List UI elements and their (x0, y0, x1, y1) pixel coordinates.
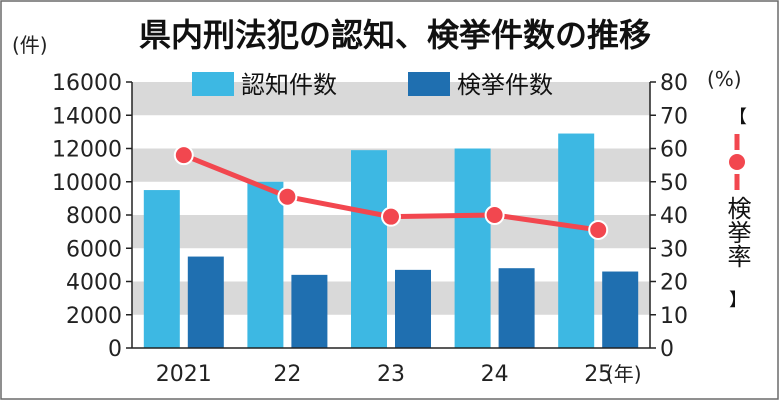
left-tick-label: 6000 (66, 237, 122, 262)
rate-bracket-bottom: 】 (729, 290, 747, 311)
right-tick-label: 80 (660, 71, 688, 96)
right-tick-label: 20 (660, 271, 688, 296)
rate-line-layer (173, 145, 609, 240)
legend-swatch-cleared (408, 72, 450, 96)
bar-recognized (454, 148, 491, 348)
rate-legend-label: 検挙率 (723, 196, 751, 268)
legend: 認知件数 検挙件数 (192, 71, 553, 99)
chart-title: 県内刑法犯の認知、検挙件数の推移 (139, 16, 651, 54)
left-tick-label: 2000 (66, 304, 122, 329)
rate-bracket-top: 【 (729, 107, 747, 128)
bar-cleared (291, 274, 328, 348)
bar-cleared (498, 268, 535, 348)
right-tick-label: 10 (660, 304, 688, 329)
legend-label-recognized: 認知件数 (241, 71, 337, 99)
rate-point (484, 205, 505, 225)
right-tick-label: 50 (660, 171, 688, 196)
left-tick-label: 8000 (66, 204, 122, 229)
rate-point (381, 206, 401, 227)
right-tick-label: 70 (660, 104, 688, 129)
left-tick-label: 16000 (52, 71, 122, 96)
x-axis-unit: (年) (606, 362, 642, 386)
rate-point (173, 145, 194, 166)
left-tick-label: 12000 (52, 138, 122, 163)
right-tick-label: 40 (660, 204, 688, 229)
right-axis-unit: (%) (707, 67, 742, 91)
x-tick-label: 22 (273, 362, 301, 387)
bar-recognized (143, 190, 180, 348)
rate-point (588, 219, 609, 240)
left-tick-label: 0 (108, 337, 122, 362)
left-tick-label: 14000 (52, 104, 122, 129)
left-tick-label: 4000 (66, 271, 122, 296)
x-tick-label: 25 (584, 362, 612, 387)
x-tick-label: 24 (481, 362, 509, 387)
bar-cleared (187, 256, 224, 348)
rate-legend: 【 検挙率 】 (723, 107, 751, 311)
rate-point (277, 186, 298, 207)
bar-recognized (558, 133, 595, 348)
bar-cleared (602, 271, 639, 348)
rate-legend-marker (729, 154, 745, 170)
legend-swatch-recognized (192, 72, 234, 96)
right-tick-label: 0 (660, 337, 674, 362)
axes: 0 2000 4000 6000 8000 10000 12000 14000 16000 0 10… (52, 71, 688, 387)
bars (143, 133, 639, 348)
bar-recognized (351, 150, 387, 348)
left-tick-label: 10000 (52, 171, 122, 196)
right-tick-label: 30 (660, 237, 688, 262)
right-tick-label: 60 (660, 138, 688, 163)
legend-label-cleared: 検挙件数 (457, 71, 553, 99)
x-tick-label: 2021 (156, 362, 212, 387)
bar-recognized (247, 181, 284, 348)
x-tick-label: 23 (377, 362, 405, 387)
bar-cleared (395, 269, 431, 348)
left-axis-unit: (件) (12, 33, 48, 57)
